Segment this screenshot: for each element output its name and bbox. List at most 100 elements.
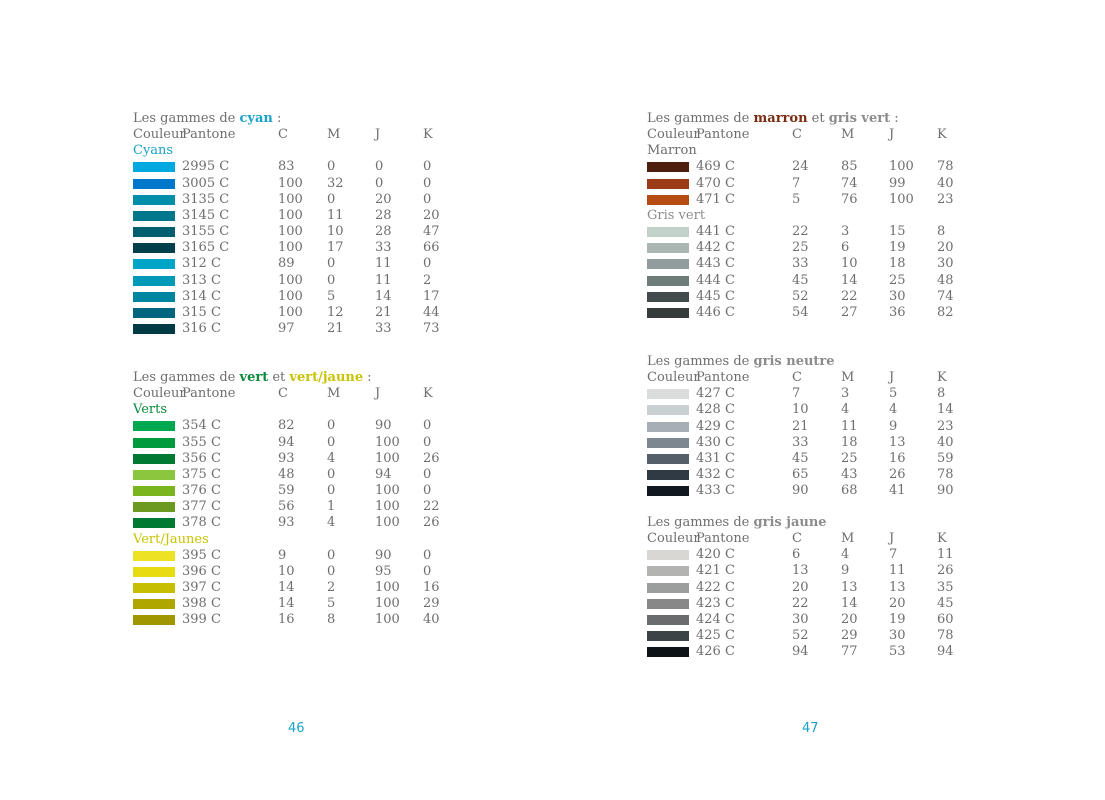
cell-k: 20 <box>423 207 440 223</box>
cell-m: 27 <box>841 304 858 320</box>
cell-k: 78 <box>937 628 954 644</box>
block-title-highlight: gris neutre <box>753 354 835 369</box>
color-swatch <box>647 470 689 481</box>
cell-k: 23 <box>937 191 954 207</box>
cell-pantone: 424 C <box>696 611 735 627</box>
cell-k: 29 <box>423 596 440 612</box>
cell-c: 20 <box>792 579 809 595</box>
cell-c: 45 <box>792 272 809 288</box>
cell-c: 94 <box>278 434 295 450</box>
cell-m: 6 <box>841 240 850 256</box>
color-swatch <box>647 647 689 658</box>
color-swatch <box>133 550 175 561</box>
column-header-k: K <box>937 127 947 143</box>
cell-c: 10 <box>278 563 295 579</box>
cell-k: 40 <box>937 434 954 450</box>
cell-j: 20 <box>375 191 392 207</box>
cell-pantone: 432 C <box>696 467 735 483</box>
column-header-k: K <box>937 370 947 386</box>
cell-k: 35 <box>937 579 954 595</box>
block-title-suffix: : <box>890 111 899 126</box>
column-header-pantone: Pantone <box>696 531 750 547</box>
cell-j: 95 <box>375 563 392 579</box>
cell-j: 11 <box>375 256 392 272</box>
cell-c: 7 <box>792 386 801 402</box>
cell-m: 0 <box>327 159 336 175</box>
cell-pantone: 3165 C <box>182 240 230 256</box>
cell-m: 4 <box>841 402 850 418</box>
cell-j: 100 <box>375 499 400 515</box>
cell-m: 4 <box>327 515 336 531</box>
cell-k: 14 <box>937 402 954 418</box>
cell-j: 9 <box>889 418 898 434</box>
cell-pantone: 444 C <box>696 272 735 288</box>
column-header-j: J <box>375 127 381 143</box>
block-title-connector: et <box>268 370 290 385</box>
cell-c: 100 <box>278 207 303 223</box>
cell-j: 33 <box>375 320 392 336</box>
cell-pantone: 430 C <box>696 434 735 450</box>
cell-c: 59 <box>278 483 295 499</box>
color-swatch <box>133 259 175 270</box>
cell-c: 93 <box>278 450 295 466</box>
cell-c: 100 <box>278 191 303 207</box>
column-header-k: K <box>423 386 433 402</box>
block-title-prefix: Les gammes de <box>647 515 754 530</box>
column-header-j: J <box>889 127 895 143</box>
color-swatch <box>647 550 689 561</box>
cell-c: 65 <box>792 467 809 483</box>
cell-m: 22 <box>841 288 858 304</box>
cell-j: 19 <box>889 240 906 256</box>
color-swatch <box>647 275 689 286</box>
cell-k: 0 <box>423 434 432 450</box>
cell-c: 100 <box>278 240 303 256</box>
color-swatch <box>647 291 689 302</box>
cell-c: 22 <box>792 595 809 611</box>
column-header-m: M <box>327 127 341 143</box>
cell-k: 0 <box>423 547 432 563</box>
color-swatch <box>133 162 175 173</box>
column-header-k: K <box>423 127 433 143</box>
block-title-prefix: Les gammes de <box>647 354 754 369</box>
cell-m: 14 <box>841 595 858 611</box>
cell-pantone: 421 C <box>696 563 735 579</box>
cell-c: 24 <box>792 159 809 175</box>
cell-m: 4 <box>841 547 850 563</box>
cell-k: 16 <box>423 579 440 595</box>
cell-pantone: 312 C <box>182 256 221 272</box>
cell-pantone: 377 C <box>182 499 221 515</box>
cell-pantone: 313 C <box>182 272 221 288</box>
cell-pantone: 316 C <box>182 320 221 336</box>
cell-c: 100 <box>278 304 303 320</box>
cell-k: 78 <box>937 159 954 175</box>
page-number-left: 46 <box>288 721 305 736</box>
cell-pantone: 429 C <box>696 418 735 434</box>
cell-pantone: 446 C <box>696 304 735 320</box>
cell-j: 100 <box>889 191 914 207</box>
cell-k: 30 <box>937 256 954 272</box>
cell-m: 11 <box>841 418 858 434</box>
cell-m: 25 <box>841 450 858 466</box>
cell-m: 5 <box>327 288 336 304</box>
cell-k: 0 <box>423 191 432 207</box>
color-swatch <box>647 307 689 318</box>
cell-pantone: 441 C <box>696 224 735 240</box>
cell-j: 100 <box>375 434 400 450</box>
color-swatch <box>133 275 175 286</box>
cell-pantone: 396 C <box>182 563 221 579</box>
cell-m: 0 <box>327 466 336 482</box>
cell-k: 0 <box>423 483 432 499</box>
cell-pantone: 3135 C <box>182 191 230 207</box>
cell-pantone: 375 C <box>182 466 221 482</box>
cell-j: 28 <box>375 207 392 223</box>
cell-c: 52 <box>792 288 809 304</box>
cell-k: 20 <box>937 240 954 256</box>
color-swatch <box>133 421 175 432</box>
cell-pantone: 376 C <box>182 483 221 499</box>
cell-c: 13 <box>792 563 809 579</box>
color-swatch <box>647 421 689 432</box>
cell-k: 78 <box>937 467 954 483</box>
cell-j: 100 <box>375 579 400 595</box>
column-header-couleur: Couleur <box>647 370 700 386</box>
cell-m: 0 <box>327 563 336 579</box>
